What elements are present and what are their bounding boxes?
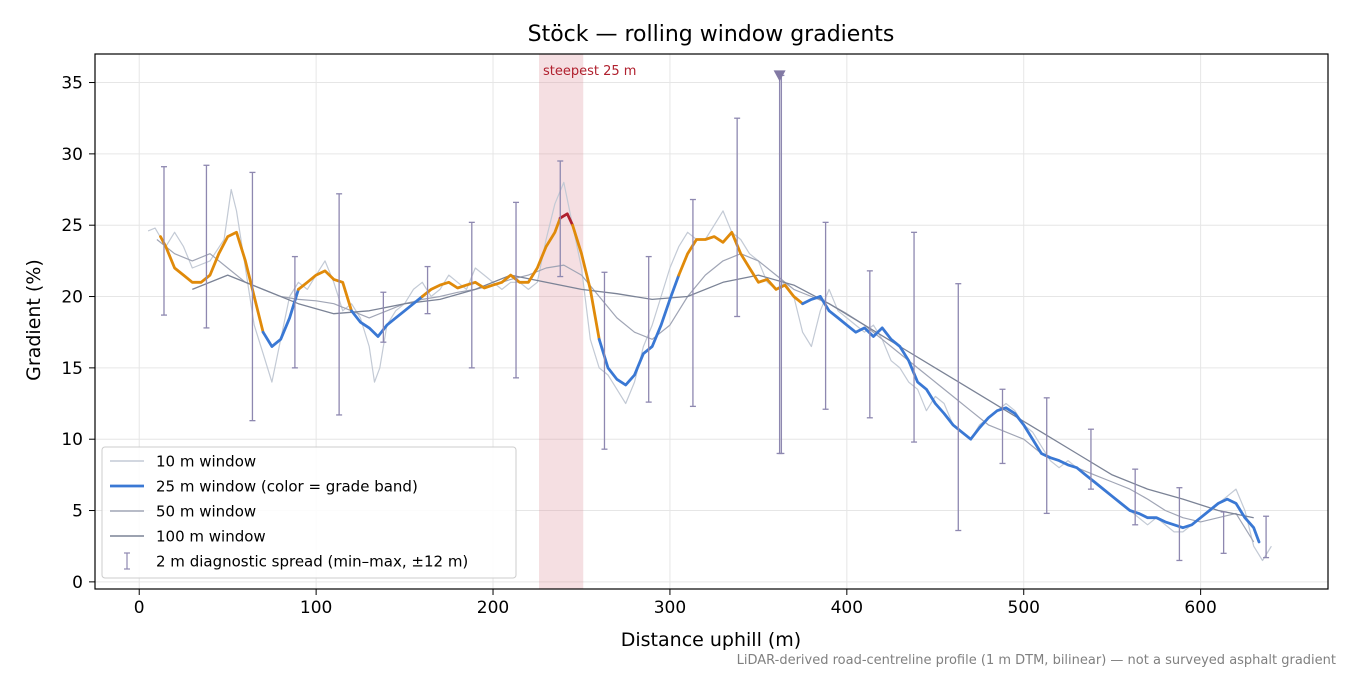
x-tick-label: 200	[477, 598, 509, 618]
y-tick-label: 10	[61, 430, 83, 450]
legend-box	[101, 446, 517, 579]
legend-label-25m: 25 m window (color = grade band)	[156, 478, 418, 496]
downward-triangle-marker	[773, 70, 786, 82]
marker-layer	[773, 70, 786, 82]
y-tick-label: 35	[61, 74, 83, 94]
error-bar	[999, 388, 1006, 465]
error-bar	[380, 291, 387, 343]
y-tick-label: 15	[61, 359, 83, 379]
error-bar	[249, 171, 256, 422]
legend-label-10m: 10 m window	[156, 453, 256, 471]
error-bar	[955, 283, 962, 532]
error-bar	[689, 198, 696, 408]
error-bar	[203, 164, 210, 329]
y-tick-label: 5	[72, 502, 83, 522]
series-line-25m-segment	[597, 273, 681, 387]
series-line-25m-segment	[571, 223, 601, 341]
legend-swatch-errorbar	[124, 552, 130, 570]
plot-area-frame	[94, 53, 1329, 590]
error-bar	[1176, 487, 1183, 562]
x-tick-label: 0	[134, 598, 145, 618]
series-line-100m	[192, 274, 1254, 519]
series-line-25m-segment	[159, 230, 265, 334]
error-bar	[1043, 397, 1050, 515]
series-line-25m-segment	[296, 269, 353, 313]
chart-title: Stöck — rolling window gradients	[528, 22, 895, 47]
y-axis-label: Gradient (%)	[23, 259, 45, 381]
error-bar	[291, 255, 298, 369]
series-line-25m-segment	[801, 295, 822, 306]
diagnostic-error-bars	[160, 74, 1270, 562]
steepest-25m-band	[539, 54, 584, 589]
error-bar	[866, 270, 873, 419]
x-tick-label: 600	[1184, 598, 1216, 618]
error-bar	[468, 221, 475, 369]
error-bar	[557, 160, 564, 278]
legend: 10 m window 25 m window (color = grade b…	[101, 446, 517, 579]
error-bar	[1132, 468, 1139, 526]
y-tick-label: 30	[61, 145, 83, 165]
series-line-25m-segment	[420, 216, 562, 298]
x-tick-label: 100	[300, 598, 332, 618]
steepest-segment-highlight	[539, 54, 584, 589]
error-bar	[601, 271, 608, 450]
error-bar	[1087, 428, 1094, 490]
error-bar	[336, 193, 343, 416]
axis-ticks: 0 100 200 300 400 500 600 0 5 10 15 20 25 30 35	[61, 74, 1216, 618]
error-bar	[513, 201, 520, 379]
y-tick-label: 0	[72, 573, 83, 593]
series-line-25m-segment	[558, 212, 574, 227]
legend-label-50m: 50 m window	[156, 503, 256, 521]
x-tick-label: 300	[654, 598, 686, 618]
series-line-25m-segment	[261, 287, 300, 348]
error-bar	[734, 117, 741, 318]
series-line-25m-segment	[827, 309, 1261, 544]
error-bar	[911, 231, 918, 443]
y-tick-label: 25	[61, 216, 83, 236]
series-lines	[147, 181, 1272, 562]
error-bar	[424, 265, 431, 315]
error-bar	[822, 221, 829, 410]
highlight-label: steepest 25 m	[543, 64, 636, 79]
x-tick-label: 400	[831, 598, 863, 618]
footnote: LiDAR-derived road-centreline profile (1…	[737, 653, 1336, 668]
legend-label-100m: 100 m window	[156, 528, 266, 546]
x-axis-label: Distance uphill (m)	[621, 629, 801, 651]
y-tick-label: 20	[61, 288, 83, 308]
error-bar	[1263, 515, 1270, 559]
error-bar	[1220, 511, 1227, 554]
error-bar	[160, 166, 167, 316]
error-bar	[645, 255, 652, 403]
x-tick-label: 500	[1008, 598, 1040, 618]
series-line-25m-segment	[818, 295, 831, 313]
series-line-25m-segment	[350, 295, 424, 338]
legend-label-errorbar: 2 m diagnostic spread (min–max, ±12 m)	[156, 553, 468, 571]
